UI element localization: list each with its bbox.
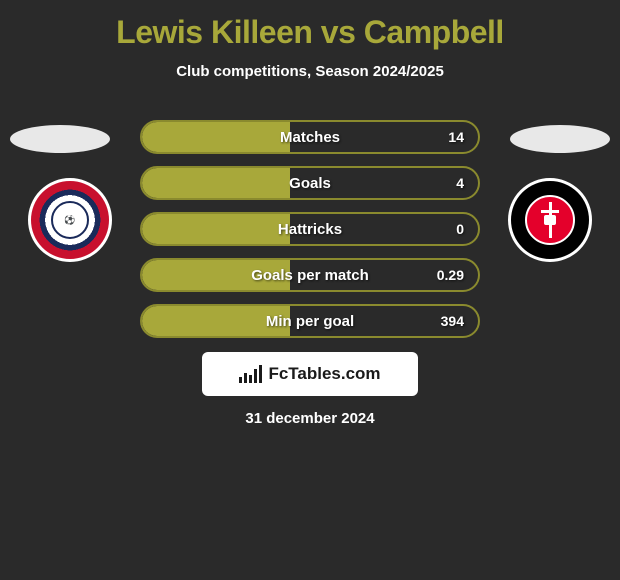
stat-value-right: 0.29 [437,267,464,283]
stat-label: Goals per match [142,267,478,284]
player-right-oval [510,125,610,153]
stat-row-min-per-goal: Min per goal 394 [140,304,480,338]
page-title: Lewis Killeen vs Campbell [0,0,620,51]
club-badge-right [500,176,600,264]
club-badge-left: ⚽ [20,176,120,264]
stat-value-right: 0 [456,221,464,237]
stat-value-right: 394 [441,313,464,329]
season-subtitle: Club competitions, Season 2024/2025 [0,63,620,80]
attribution-text: FcTables.com [268,364,380,384]
stat-label: Min per goal [142,313,478,330]
stat-label: Matches [142,129,478,146]
attribution-badge[interactable]: FcTables.com [202,352,418,396]
stat-value-right: 4 [456,175,464,191]
stats-container: Matches 14 Goals 4 Hattricks 0 Goals per… [140,120,480,350]
stat-value-right: 14 [448,129,464,145]
crawley-badge-icon: ⚽ [28,178,112,262]
bar-chart-icon [239,365,262,383]
date-label: 31 december 2024 [0,410,620,427]
stat-row-goals-per-match: Goals per match 0.29 [140,258,480,292]
charlton-badge-inner [525,195,575,245]
stat-row-matches: Matches 14 [140,120,480,154]
charlton-badge-icon [508,178,592,262]
stat-label: Goals [142,175,478,192]
stat-label: Hattricks [142,221,478,238]
stat-row-hattricks: Hattricks 0 [140,212,480,246]
stat-row-goals: Goals 4 [140,166,480,200]
player-left-oval [10,125,110,153]
crawley-badge-inner: ⚽ [51,201,89,239]
